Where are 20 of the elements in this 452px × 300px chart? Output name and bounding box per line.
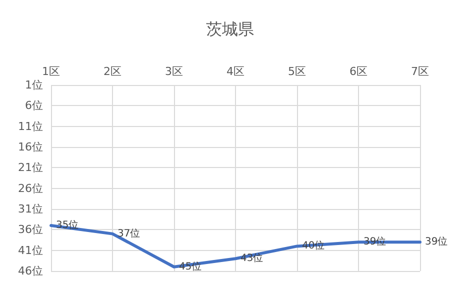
y-tick-label: 21位 <box>18 161 43 174</box>
y-tick-label: 6位 <box>25 99 43 112</box>
y-tick-label: 36位 <box>18 223 43 236</box>
y-tick-label: 41位 <box>18 244 43 257</box>
y-tick-label: 26位 <box>18 182 43 195</box>
x-tick-label: 4区 <box>226 65 244 78</box>
x-tick-label: 7区 <box>411 65 429 78</box>
x-tick-label: 3区 <box>165 65 183 78</box>
chart-title: 茨城県 <box>206 20 254 38</box>
y-tick-label: 11位 <box>18 120 43 133</box>
x-tick-label: 5区 <box>288 65 306 78</box>
x-tick-label: 2区 <box>104 65 122 78</box>
y-tick-label: 16位 <box>18 140 43 154</box>
x-tick-label: 1区 <box>42 65 60 78</box>
y-tick-label: 1位 <box>25 78 43 92</box>
y-tick-label: 46位 <box>18 264 43 278</box>
data-label: 37位 <box>118 227 140 240</box>
data-label: 39位 <box>425 236 448 248</box>
y-tick-label: 31位 <box>18 202 43 216</box>
x-tick-label: 6区 <box>350 65 368 78</box>
